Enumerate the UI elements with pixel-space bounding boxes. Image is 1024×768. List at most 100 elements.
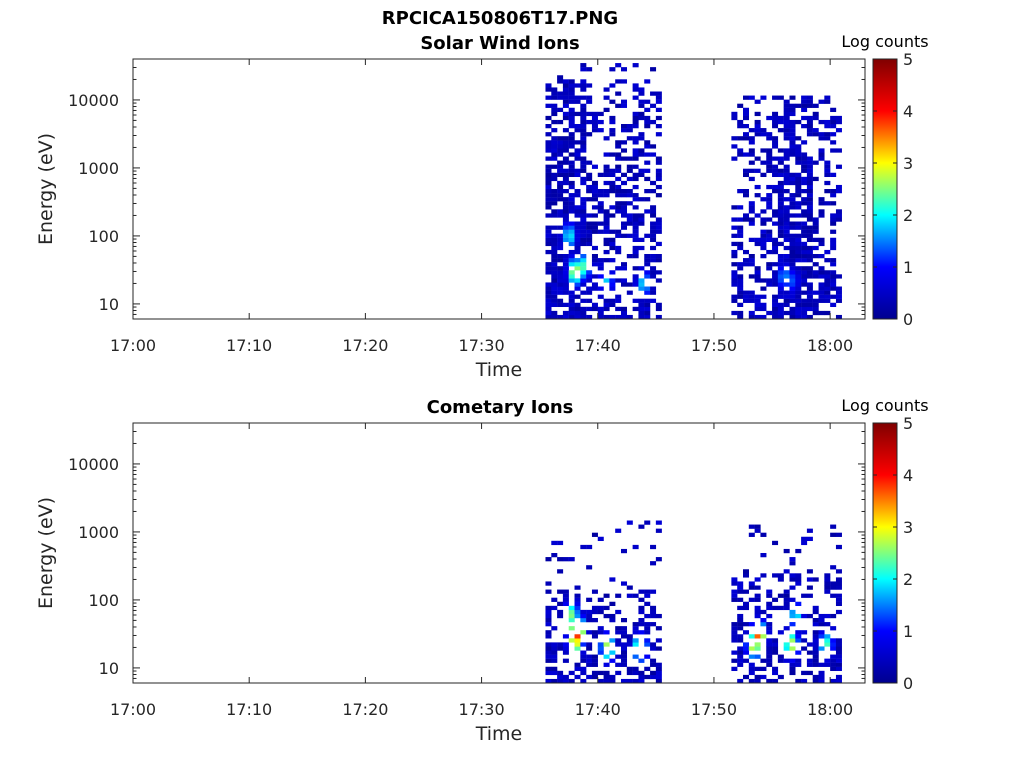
heatmap-cell xyxy=(830,593,837,598)
heatmap-cell xyxy=(731,658,738,663)
heatmap-cell xyxy=(591,205,598,210)
heatmap-cell xyxy=(818,99,825,104)
heatmap-cell xyxy=(743,646,750,651)
heatmap-cell xyxy=(772,298,779,303)
heatmap-cell xyxy=(580,678,587,684)
heatmap-cell xyxy=(574,286,581,291)
heatmap-cell xyxy=(621,180,628,186)
heatmap-cell xyxy=(783,646,790,651)
heatmap-cell xyxy=(551,107,558,113)
heatmap-cell xyxy=(812,302,819,308)
heatmap-cell xyxy=(783,294,790,299)
heatmap-cell xyxy=(812,654,819,659)
heatmap-cell xyxy=(795,650,802,655)
heatmap-cell xyxy=(789,180,796,186)
heatmap-cell xyxy=(545,164,552,169)
x-tick-label: 17:20 xyxy=(342,336,388,355)
heatmap-cell xyxy=(743,189,750,194)
heatmap-cell xyxy=(591,605,598,611)
heatmap-cell xyxy=(731,589,738,594)
heatmap-cell xyxy=(789,233,796,238)
heatmap-cell xyxy=(737,189,744,194)
heatmap-cell xyxy=(806,172,813,178)
heatmap-cell xyxy=(591,225,598,230)
heatmap-cell xyxy=(743,290,750,295)
heatmap-cell xyxy=(621,678,628,684)
heatmap-cell xyxy=(801,99,808,104)
heatmap-cell xyxy=(551,626,558,631)
heatmap-cell xyxy=(551,197,558,202)
heatmap-cell xyxy=(806,593,813,598)
heatmap-cell xyxy=(824,95,831,100)
heatmap-cell xyxy=(748,168,755,173)
heatmap-cell xyxy=(737,152,744,157)
heatmap-cell xyxy=(737,245,744,251)
heatmap-cell xyxy=(545,630,552,635)
heatmap-cell xyxy=(812,225,819,230)
heatmap-cell xyxy=(737,282,744,287)
heatmap-cell xyxy=(557,152,564,157)
heatmap-cell xyxy=(835,581,842,586)
heatmap-cell xyxy=(574,605,581,611)
heatmap-cell xyxy=(835,119,842,125)
heatmap-cell xyxy=(789,213,796,218)
heatmap-cell xyxy=(586,274,593,279)
heatmap-cell xyxy=(591,115,598,121)
heatmap-cell xyxy=(580,262,587,267)
heatmap-cell xyxy=(737,638,744,643)
heatmap-cell xyxy=(545,262,552,267)
heatmap-cell xyxy=(818,670,825,676)
heatmap-cell xyxy=(806,164,813,169)
heatmap-cell xyxy=(545,140,552,145)
heatmap-cell xyxy=(568,618,575,623)
heatmap-cell xyxy=(545,557,552,562)
heatmap-cell xyxy=(830,237,837,243)
heatmap-cell xyxy=(830,221,837,226)
heatmap-cell xyxy=(632,266,639,271)
heatmap-cell xyxy=(562,634,569,639)
heatmap-cell xyxy=(574,646,581,651)
heatmap-cell xyxy=(754,278,761,283)
heatmap-cell xyxy=(615,229,622,234)
heatmap-cell xyxy=(830,172,837,178)
heatmap-cell xyxy=(632,172,639,178)
heatmap-cell xyxy=(603,164,610,169)
heatmap-cell xyxy=(737,119,744,125)
heatmap-cell xyxy=(580,642,587,647)
heatmap-cell xyxy=(586,646,593,651)
heatmap-cell xyxy=(644,310,651,316)
heatmap-cell xyxy=(766,197,773,202)
heatmap-cell xyxy=(632,249,639,255)
heatmap-cell xyxy=(574,597,581,602)
heatmap-cell xyxy=(754,111,761,117)
heatmap-cell xyxy=(557,274,564,279)
heatmap-cell xyxy=(835,666,842,672)
heatmap-cell xyxy=(626,221,633,226)
heatmap-cell xyxy=(568,225,575,230)
heatmap-cell xyxy=(551,172,558,178)
heatmap-cell xyxy=(801,290,808,295)
heatmap-cell xyxy=(644,168,651,173)
heatmap-cell xyxy=(586,213,593,218)
heatmap-cell xyxy=(638,658,645,663)
heatmap-cell xyxy=(650,233,657,238)
heatmap-cell xyxy=(632,306,639,312)
heatmap-cell xyxy=(777,282,784,287)
heatmap-cell xyxy=(562,597,569,602)
heatmap-cell xyxy=(562,314,569,320)
heatmap-cell xyxy=(806,282,813,287)
heatmap-cell xyxy=(789,573,796,578)
heatmap-cell xyxy=(772,666,779,672)
heatmap-cell xyxy=(830,201,837,206)
colorbar-tick-label: 4 xyxy=(903,466,913,485)
heatmap-cell xyxy=(621,618,628,623)
heatmap-cell xyxy=(830,532,837,537)
heatmap-cell xyxy=(760,221,767,226)
heatmap-cell xyxy=(754,597,761,602)
heatmap-cell xyxy=(568,298,575,303)
heatmap-cell xyxy=(638,298,645,303)
heatmap-cell xyxy=(806,658,813,663)
heatmap-cell xyxy=(824,172,831,178)
heatmap-cell xyxy=(609,213,616,218)
heatmap-cell xyxy=(789,662,796,667)
